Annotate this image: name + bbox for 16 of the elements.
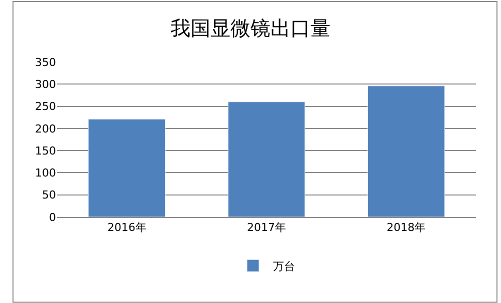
y-tick-label: 300: [35, 78, 56, 91]
y-tick-label: 100: [35, 166, 56, 180]
y-tick-label: 50: [42, 188, 56, 202]
chart-title: 我国显微镜出口量: [170, 16, 330, 40]
y-tick-label: 350: [35, 56, 56, 69]
x-tick-label: 2016年: [107, 221, 146, 234]
y-tick-label: 0: [49, 210, 56, 224]
bar: [228, 102, 306, 217]
x-tick-label: 2017年: [247, 221, 286, 234]
legend-label: 万台: [273, 260, 295, 273]
x-tick-label: 2018年: [386, 221, 426, 234]
bar: [368, 86, 445, 217]
bar: [88, 118, 166, 217]
y-tick-label: 250: [35, 100, 56, 114]
y-tick-label: 200: [35, 122, 56, 136]
y-tick-label: 150: [35, 144, 56, 158]
